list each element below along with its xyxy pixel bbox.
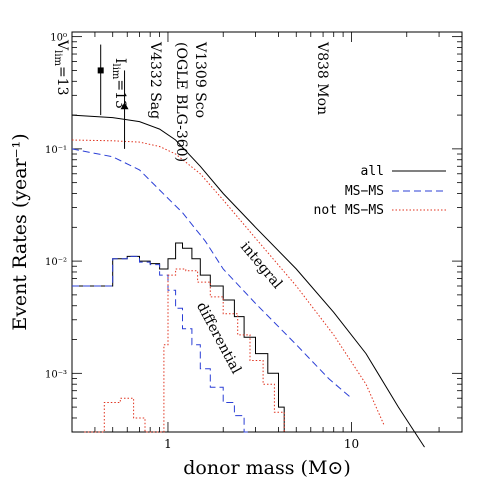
limit-i-value: =13 — [112, 79, 128, 109]
limit-v-name: V — [54, 39, 70, 51]
limit-label-i: Ilim=13 — [110, 58, 128, 109]
event-ogle-blg-360: (OGLE BLG-360) — [173, 42, 189, 162]
limit-markers — [97, 44, 129, 149]
differential-series-ms-ms — [72, 255, 250, 433]
legend-label-not-ms-ms: not MS−MS — [314, 203, 384, 218]
y-tick-label: 10⁰ — [50, 33, 67, 44]
differential-series-all — [72, 242, 288, 433]
legend: all MS−MS not MS−MS — [314, 164, 446, 218]
limit-i-sub: lim — [110, 64, 121, 80]
plot-frame — [71, 31, 463, 433]
y-tick-label: 10⁻¹ — [45, 145, 67, 156]
event-v838-mon: V838 Mon — [314, 41, 330, 115]
axis-ticks: 1 10 10⁰ 10⁻¹ 10⁻² 10⁻³ — [45, 32, 463, 451]
limit-label-v: Vlim=13 — [52, 39, 70, 96]
y-tick-label: 10⁻³ — [45, 369, 67, 380]
x-axis-label: donor mass (M⊙) — [183, 457, 350, 479]
y-axis-label: Event Rates (year⁻¹) — [9, 133, 31, 330]
y-tick-label: 10⁻² — [45, 257, 67, 268]
integral-series-all — [71, 114, 425, 448]
integral-series-not-ms-ms — [71, 139, 385, 425]
event-v4332-sag: V4332 Sag — [147, 41, 163, 119]
x-tick-label: 1 — [164, 437, 172, 451]
limit-marker-triangle — [120, 102, 129, 110]
x-tick-label: 10 — [344, 437, 359, 451]
legend-label-all: all — [361, 164, 384, 179]
limit-i-name: I — [112, 58, 128, 64]
differential-series-not-ms-ms — [84, 268, 285, 433]
limit-marker-square — [97, 67, 104, 74]
legend-label-ms-ms: MS−MS — [345, 184, 384, 199]
limit-v-value: =13 — [54, 66, 70, 96]
integral-series-ms-ms — [71, 148, 352, 399]
curves — [71, 114, 425, 448]
limit-v-sub: lim — [52, 50, 63, 66]
event-v1309-sco: V1309 Sco — [192, 41, 208, 118]
annotation-integral: integral — [237, 239, 286, 292]
